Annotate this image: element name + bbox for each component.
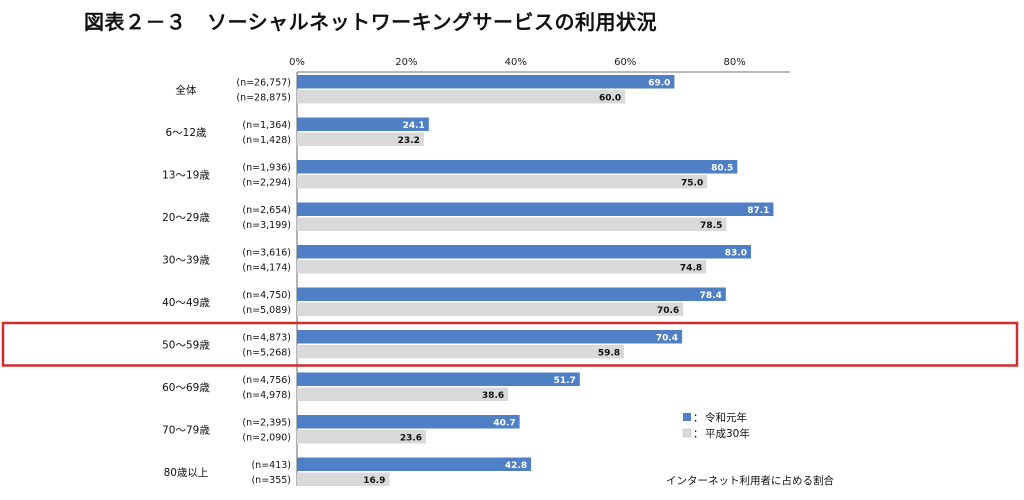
category-label: 50～59歳 xyxy=(162,339,210,351)
sample-size-label: (n=28,875) xyxy=(236,93,291,104)
category-label: 40～49歳 xyxy=(162,297,210,309)
sample-size-label: (n=4,750) xyxy=(242,290,291,301)
sample-size-label: (n=1,428) xyxy=(242,135,291,146)
value-label: 23.6 xyxy=(400,434,422,444)
legend-swatch xyxy=(682,428,692,438)
highlight-box xyxy=(1,321,1019,367)
legend-prefix: ： xyxy=(693,412,704,424)
value-label: 75.0 xyxy=(681,179,703,189)
sample-size-label: (n=413) xyxy=(251,460,291,471)
x-tick-label: 0% xyxy=(289,57,305,68)
category-label: 13～19歳 xyxy=(162,169,210,181)
sample-size-label: (n=4,756) xyxy=(242,375,291,386)
bar-heisei xyxy=(297,132,424,146)
sample-size-label: (n=3,199) xyxy=(242,220,291,231)
bar-reiwa xyxy=(297,415,520,429)
sample-size-label: (n=4,978) xyxy=(242,390,291,401)
value-label: 51.7 xyxy=(554,376,576,386)
value-label: 24.1 xyxy=(403,121,425,131)
category-label: 60～69歳 xyxy=(162,382,210,394)
category-label: 70～79歳 xyxy=(162,424,210,436)
value-label: 59.8 xyxy=(598,349,620,359)
value-label: 70.6 xyxy=(657,306,679,316)
value-label: 78.5 xyxy=(700,221,722,231)
value-label: 80.5 xyxy=(711,164,733,174)
bar-heisei xyxy=(297,175,708,189)
x-tick-label: 60% xyxy=(614,57,636,68)
value-label: 60.0 xyxy=(599,94,621,104)
sample-size-label: (n=2,294) xyxy=(242,178,291,189)
sample-size-label: (n=5,089) xyxy=(242,305,291,316)
chart-title: 図表２－３ ソーシャルネットワーキングサービスの利用状況 xyxy=(84,10,657,34)
category-label: 30～39歳 xyxy=(162,254,210,266)
value-label: 16.9 xyxy=(363,476,385,486)
value-label: 74.8 xyxy=(680,264,702,274)
bar-reiwa xyxy=(297,202,774,216)
value-label: 42.8 xyxy=(505,461,527,471)
value-label: 23.2 xyxy=(398,136,420,146)
sample-size-label: (n=3,616) xyxy=(242,248,291,259)
bar-heisei xyxy=(297,472,390,486)
x-tick-label: 80% xyxy=(723,57,745,68)
bar-reiwa xyxy=(297,372,580,386)
value-label: 40.7 xyxy=(493,419,515,429)
sample-size-label: (n=5,268) xyxy=(242,348,291,359)
value-label: 87.1 xyxy=(747,206,769,216)
sample-size-label: (n=2,395) xyxy=(242,418,291,429)
category-label: 80歳以上 xyxy=(164,467,209,479)
sample-size-label: (n=26,757) xyxy=(236,78,291,89)
bar-reiwa xyxy=(297,287,726,301)
bar-heisei xyxy=(297,217,727,231)
sample-size-label: (n=4,873) xyxy=(242,333,291,344)
sample-size-label: (n=355) xyxy=(251,475,291,486)
bar-reiwa xyxy=(297,75,675,89)
category-label: 全体 xyxy=(176,83,197,96)
sample-size-label: (n=1,364) xyxy=(242,120,291,131)
bar-heisei xyxy=(297,430,427,444)
bar-reiwa xyxy=(297,160,738,174)
sample-size-label: (n=2,090) xyxy=(242,433,291,444)
bar-heisei xyxy=(297,260,707,274)
bar-heisei xyxy=(297,387,509,401)
value-label: 69.0 xyxy=(648,79,670,89)
category-label: 20～29歳 xyxy=(162,212,210,224)
bar-reiwa xyxy=(297,117,429,131)
value-label: 78.4 xyxy=(700,291,722,301)
bar-heisei xyxy=(297,90,626,104)
legend-label: 令和元年 xyxy=(705,411,747,424)
value-label: 70.4 xyxy=(656,334,678,344)
x-tick-label: 40% xyxy=(505,57,527,68)
category-label: 6～12歳 xyxy=(165,127,207,139)
value-label: 38.6 xyxy=(482,391,504,401)
legend-prefix: ： xyxy=(693,428,704,440)
x-tick-label: 20% xyxy=(395,57,417,68)
bar-heisei xyxy=(297,345,625,359)
bar-reiwa xyxy=(297,245,752,259)
value-label: 83.0 xyxy=(725,249,747,259)
legend-label: 平成30年 xyxy=(705,427,750,440)
sample-size-label: (n=4,174) xyxy=(242,263,291,274)
chart-footnote: インターネット利用者に占める割合 xyxy=(666,474,834,487)
sample-size-label: (n=2,654) xyxy=(242,205,291,216)
sample-size-label: (n=1,936) xyxy=(242,163,291,174)
bar-reiwa xyxy=(297,457,532,471)
legend-swatch xyxy=(683,413,691,421)
bar-heisei xyxy=(297,302,684,316)
bar-reiwa xyxy=(297,330,683,344)
